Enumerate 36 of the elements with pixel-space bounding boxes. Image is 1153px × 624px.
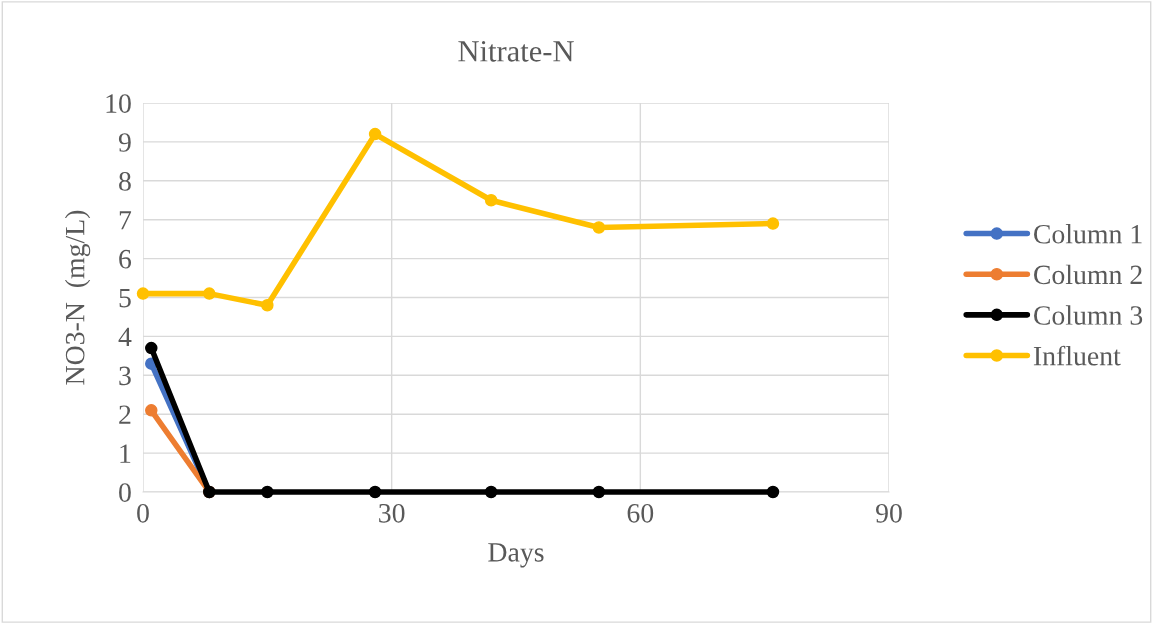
legend-label: Column 1 [1034,224,1142,244]
point [766,485,780,499]
legend-label: Column 3 [1034,305,1143,325]
chart-title: Nitrate-N [458,41,574,62]
y-tick-label: 5 [119,288,131,308]
point [145,404,158,417]
y-tick-label: 9 [118,133,131,152]
y-tick-label: 6 [119,249,132,269]
y-tick-label: 2 [119,405,131,424]
legend-label: Column 2 [1034,264,1142,285]
y-tick-label: 10 [106,94,131,113]
y-axis-title: NO3-N (mg/L) [64,210,91,385]
y-tick-label: 0 [119,483,131,502]
point [145,341,158,355]
x-axis-title: Days [488,543,544,568]
point [592,485,606,499]
y-tick-label: 1 [120,444,131,463]
legend-label: Influent [1033,345,1121,366]
point [592,221,606,234]
point [261,485,274,499]
point [484,193,498,207]
y-tick-label: 4 [118,327,132,347]
x-tick-label: 0 [137,503,149,523]
point [766,217,780,230]
y-tick-label: 7 [119,211,132,230]
x-tick-label: 30 [379,503,405,523]
point [368,127,382,141]
x-tick-label: 90 [876,503,902,523]
point [261,299,274,312]
point [368,485,382,499]
point [136,287,150,300]
y-tick-label: 3 [119,366,131,386]
x-tick-label: 60 [627,503,654,523]
point [203,287,216,300]
point [484,485,498,499]
y-tick-label: 8 [119,171,131,191]
